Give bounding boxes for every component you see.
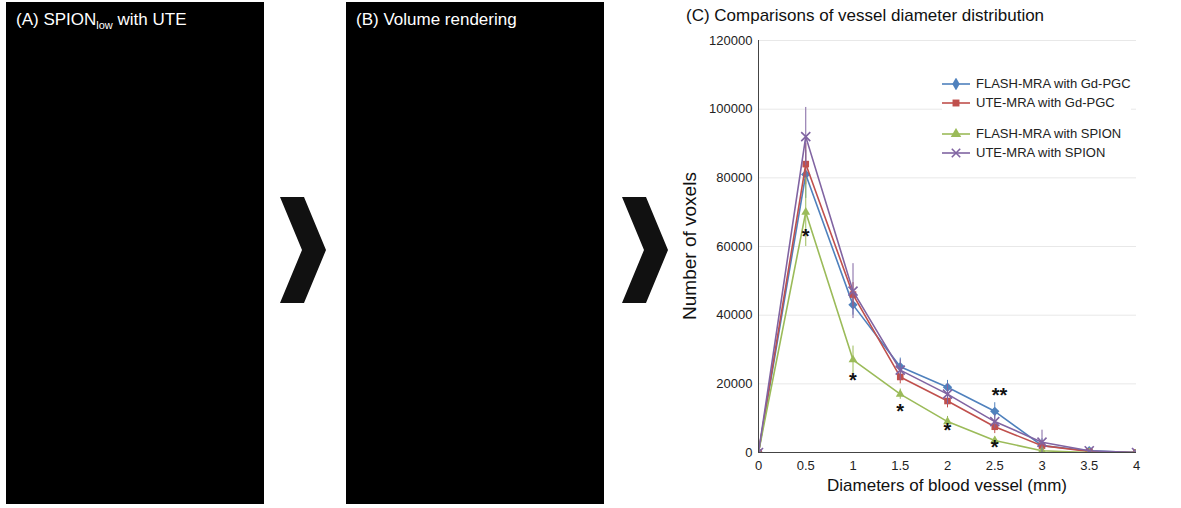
- html-text:(A) SPIONlowwith UTE: (A) SPIONlowwith UTE: [16, 10, 187, 32]
- svg-text:0: 0: [755, 458, 762, 473]
- svg-text:*: *: [849, 369, 857, 391]
- svg-text:1: 1: [849, 458, 856, 473]
- svg-text:1.5: 1.5: [891, 458, 909, 473]
- svg-text:120000: 120000: [709, 33, 752, 48]
- html-text:(C) Comparisons of vessel diam: (C) Comparisons of vessel diameter distr…: [686, 6, 1045, 25]
- html-text:UTE-MRA with Gd-PGC: UTE-MRA with Gd-PGC: [976, 95, 1115, 110]
- svg-text:3.5: 3.5: [1080, 458, 1098, 473]
- svg-text:0: 0: [745, 445, 752, 460]
- svg-text:40000: 40000: [716, 307, 752, 322]
- svg-text:80000: 80000: [716, 170, 752, 185]
- svg-text:*: *: [944, 419, 952, 441]
- html-text:Diameters of blood vessel (mm): Diameters of blood vessel (mm): [827, 476, 1067, 495]
- svg-text:3: 3: [1038, 458, 1045, 473]
- svg-text:0.5: 0.5: [797, 458, 815, 473]
- svg-text:4: 4: [1133, 458, 1140, 473]
- html-text:FLASH-MRA with Gd-PGC: FLASH-MRA with Gd-PGC: [976, 76, 1131, 91]
- html-text:(B) Volume rendering: (B) Volume rendering: [356, 10, 517, 29]
- svg-text:*: *: [991, 436, 999, 458]
- svg-text:60000: 60000: [716, 239, 752, 254]
- svg-text:2.5: 2.5: [986, 458, 1004, 473]
- html-text:Number of voxels: Number of voxels: [679, 172, 700, 320]
- html-text:FLASH-MRA with SPION: FLASH-MRA with SPION: [976, 126, 1122, 141]
- svg-text:**: **: [992, 384, 1008, 406]
- svg-text:2: 2: [944, 458, 951, 473]
- svg-text:20000: 20000: [716, 376, 752, 391]
- svg-text:100000: 100000: [709, 101, 752, 116]
- svg-text:*: *: [896, 400, 904, 422]
- html-text:UTE-MRA with SPION: UTE-MRA with SPION: [976, 145, 1106, 160]
- svg-text:*: *: [802, 225, 810, 247]
